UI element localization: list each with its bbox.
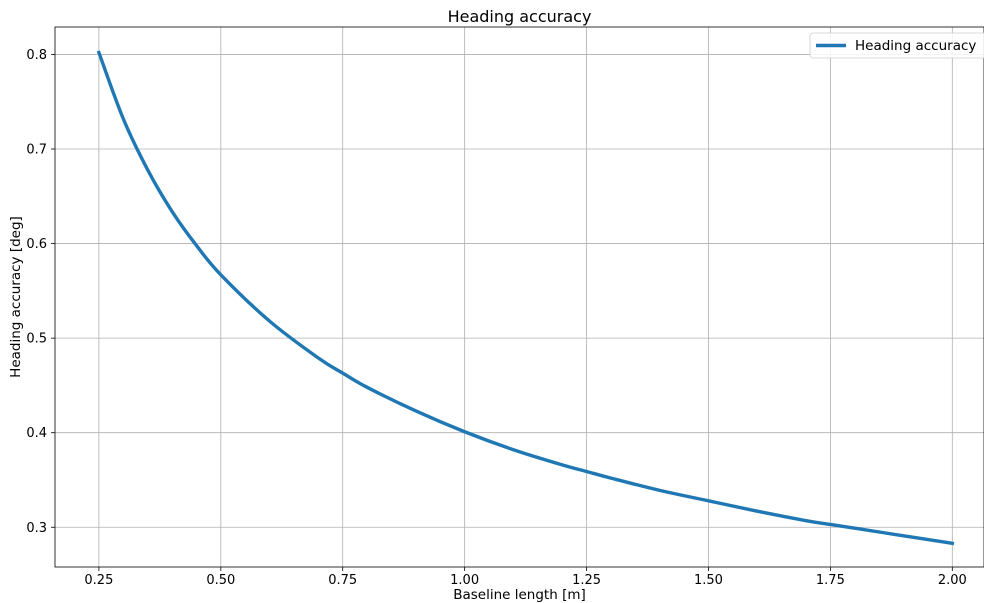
y-tick-label: 0.5 [26,332,47,347]
x-tick-label: 2.00 [938,573,967,588]
x-tick-label: 1.00 [450,573,479,588]
x-tick-label: 1.50 [694,573,723,588]
y-tick-label: 0.4 [26,426,47,441]
legend-box [809,32,984,59]
legend-label: Heading accuracy [855,38,976,54]
x-tick-label: 0.25 [84,573,113,588]
x-axis-label: Baseline length [m] [453,587,586,603]
legend: Heading accuracy [809,32,984,59]
chart-title: Heading accuracy [448,7,592,26]
x-tick-label: 0.75 [328,573,357,588]
grid [55,27,984,567]
y-axis-label: Heading accuracy [deg] [8,216,24,378]
x-tick-label: 1.25 [572,573,601,588]
series-line [96,50,955,546]
plot-frame [54,26,984,568]
x-tick-label: 1.75 [816,573,845,588]
series-layer [96,50,955,546]
x-tick-label: 0.50 [206,573,235,588]
y-tick-label: 0.8 [26,48,47,63]
ticks: 0.25 0.50 0.75 1.00 1.25 1.50 1.75 2.00 0.3 0.4 0.… [26,48,966,588]
y-tick-label: 0.7 [26,142,47,157]
y-tick-label: 0.6 [26,237,47,252]
y-tick-label: 0.3 [26,521,47,536]
